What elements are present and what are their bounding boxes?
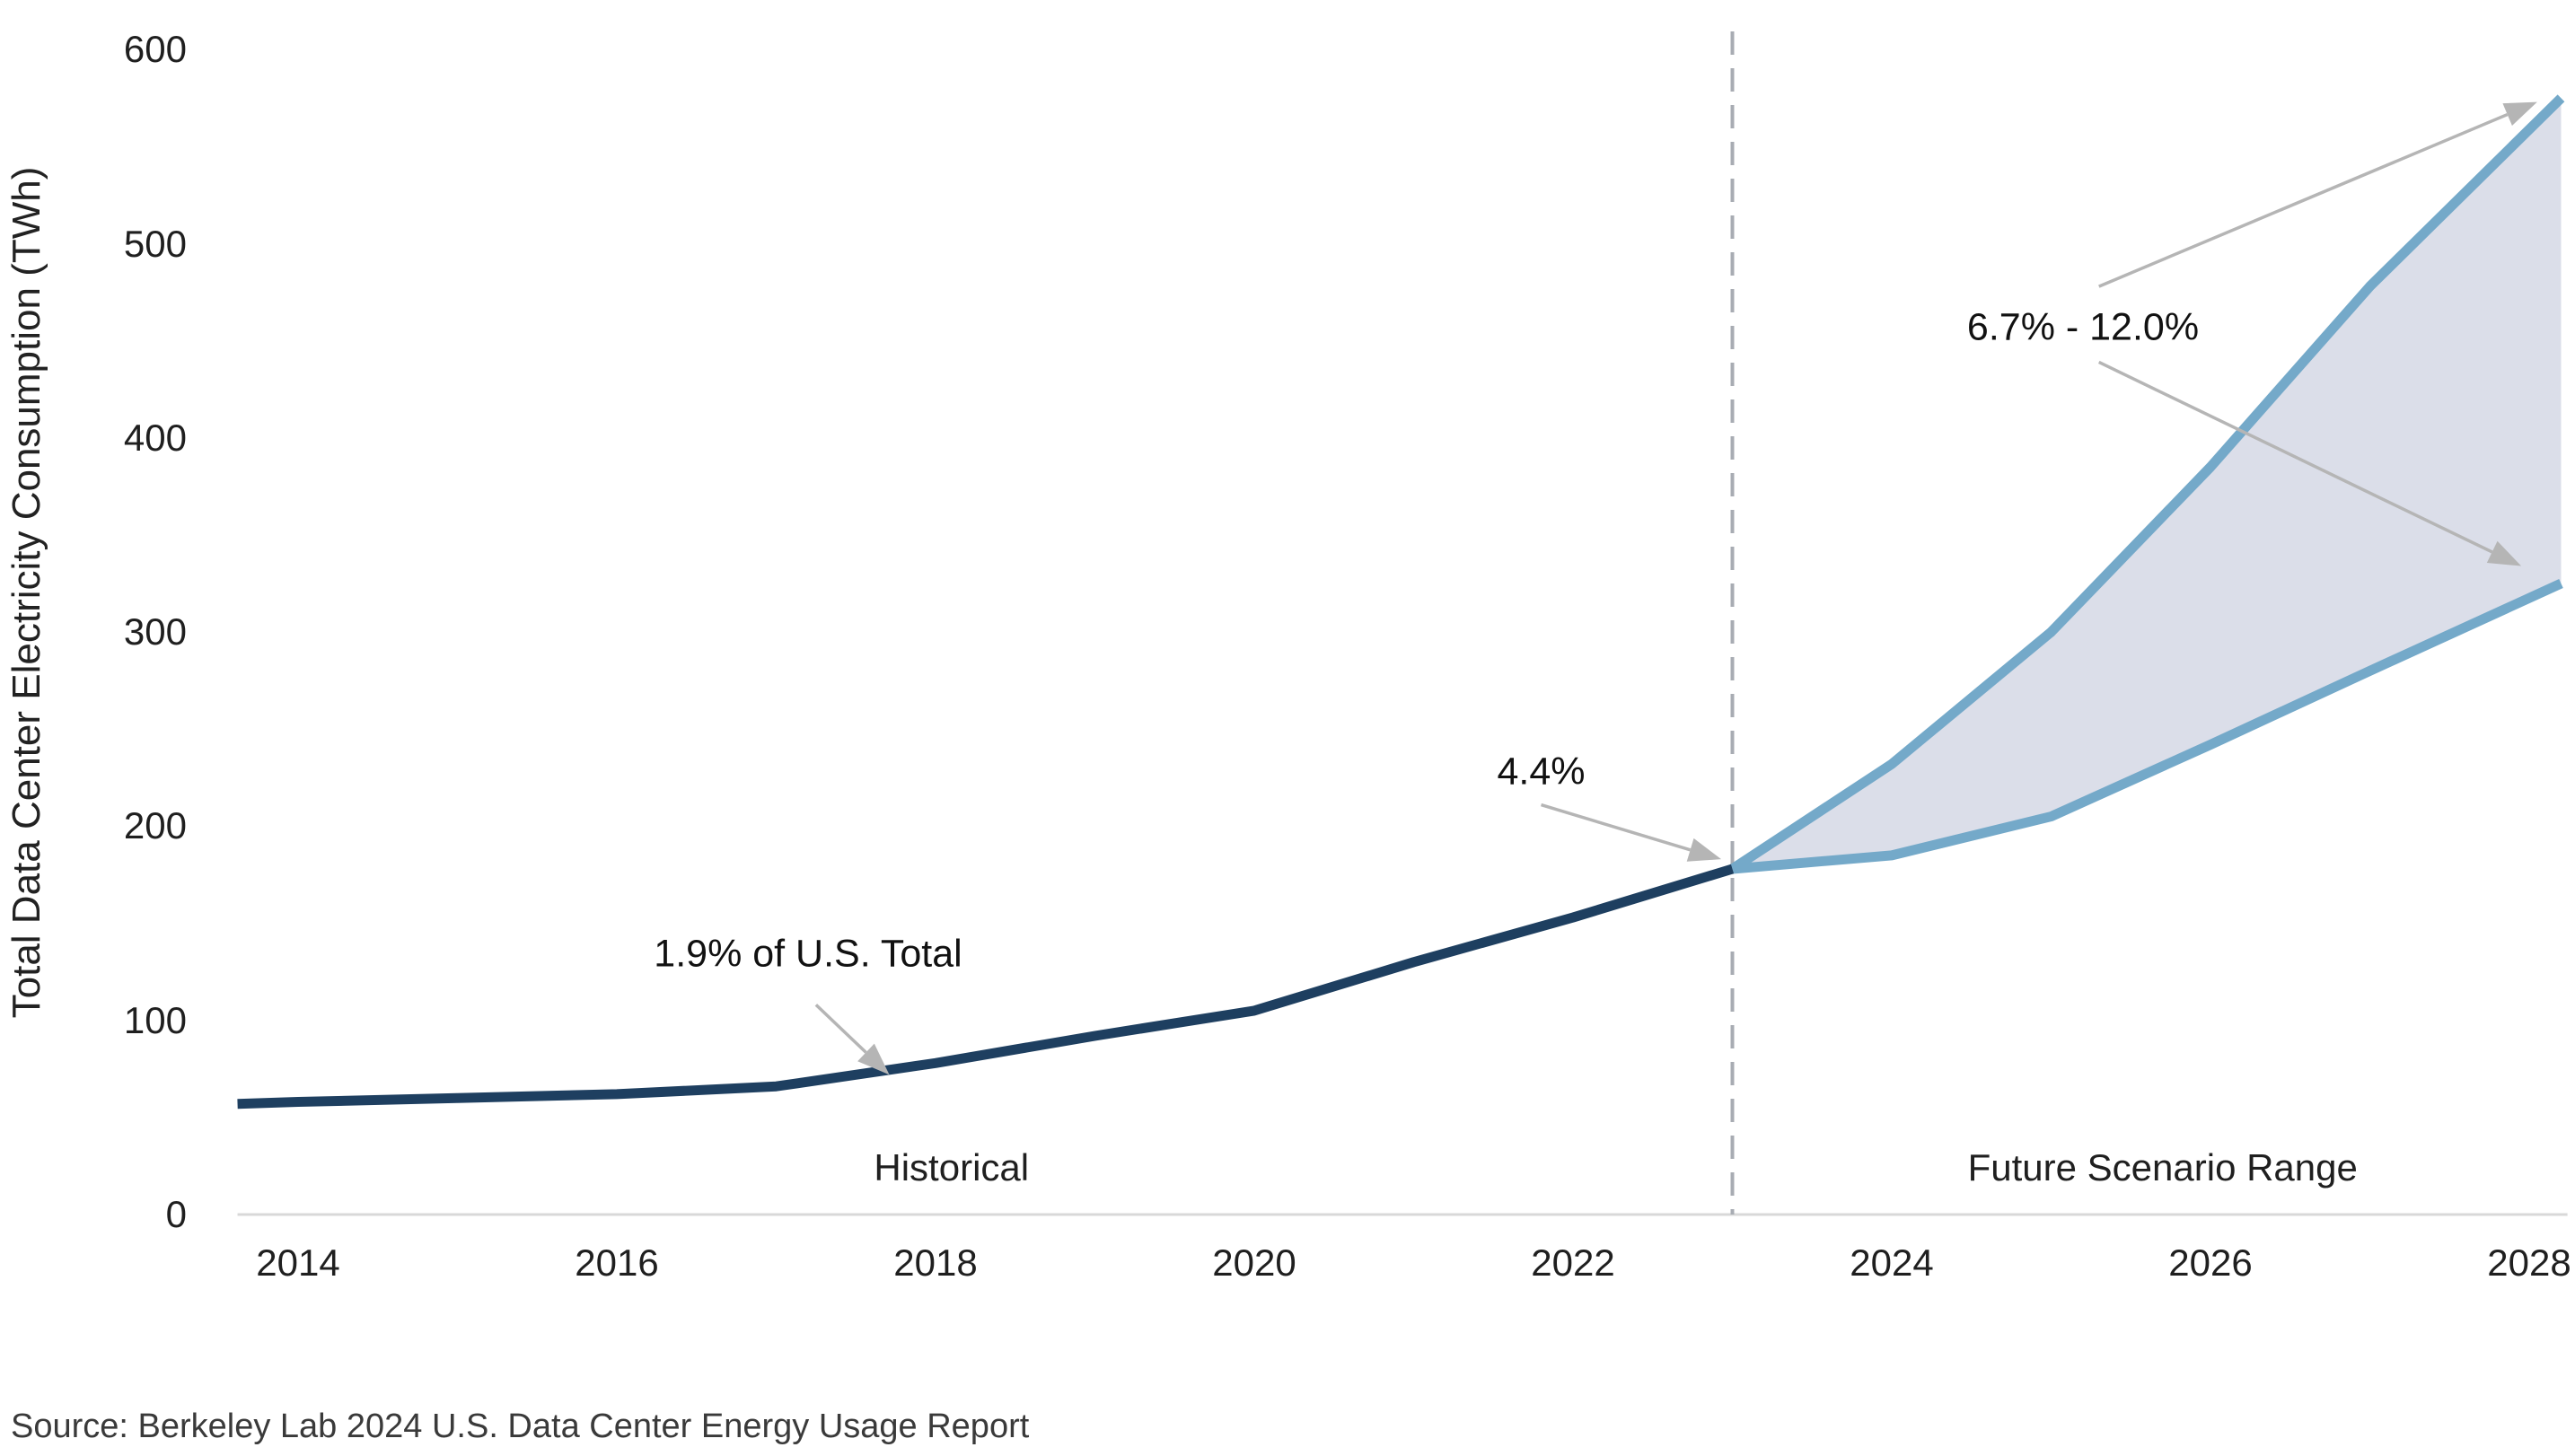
upper-scenario-line	[1729, 94, 2565, 873]
x-tick-label: 2028	[2487, 1241, 2571, 1284]
y-tick-label: 600	[123, 28, 187, 71]
y-tick-label: 500	[123, 222, 187, 265]
x-tick-label: 2024	[1850, 1241, 1934, 1284]
annotation-text: 6.7% - 12.0%	[1966, 305, 2200, 348]
y-tick-label: 300	[123, 610, 187, 653]
annotation-arrow-line	[2097, 360, 2493, 554]
x-tick-label: 2018	[893, 1241, 978, 1284]
x-tick-label: 2026	[2168, 1241, 2253, 1284]
annotation-arrow-line	[1540, 803, 1692, 852]
y-tick-label: 100	[123, 998, 187, 1041]
historical-line	[237, 864, 1735, 1110]
annotation-arrowhead	[857, 1043, 890, 1075]
annotation-text: 1.9% of U.S. Total	[654, 932, 962, 976]
y-tick-label: 400	[123, 416, 187, 459]
y-tick-label: 0	[165, 1193, 187, 1235]
region-label-future: Future Scenario Range	[1967, 1146, 2358, 1189]
x-tick-label: 2014	[256, 1241, 340, 1284]
x-tick-label: 2016	[575, 1241, 659, 1284]
source-caption: Source: Berkeley Lab 2024 U.S. Data Cent…	[11, 1408, 1030, 1445]
annotation-text: 4.4%	[1497, 750, 1586, 794]
annotation-arrowhead	[1686, 838, 1722, 862]
y-tick-label: 200	[123, 804, 187, 847]
annotation-arrowhead	[2502, 101, 2537, 127]
x-tick-label: 2022	[1531, 1241, 1615, 1284]
annotation-arrow-line	[814, 1004, 867, 1054]
region-label-historical: Historical	[874, 1146, 1030, 1189]
annotation-arrow-line	[2098, 112, 2509, 288]
x-tick-label: 2020	[1212, 1241, 1296, 1284]
annotation-arrowhead	[2486, 540, 2522, 566]
lower-scenario-line	[1732, 579, 2563, 874]
